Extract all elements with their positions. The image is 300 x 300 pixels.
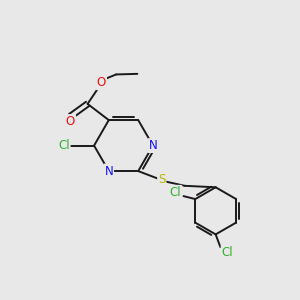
Text: N: N: [148, 139, 157, 152]
Text: Cl: Cl: [222, 246, 233, 259]
Text: S: S: [158, 173, 166, 186]
Text: Cl: Cl: [170, 186, 181, 199]
Text: O: O: [66, 115, 75, 128]
Text: Cl: Cl: [58, 139, 70, 152]
Text: N: N: [104, 165, 113, 178]
Text: O: O: [97, 76, 106, 89]
